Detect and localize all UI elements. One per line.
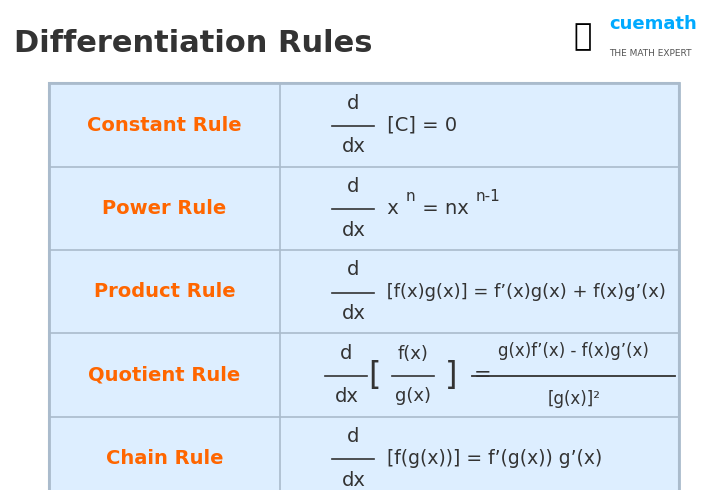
Text: d: d <box>347 260 360 280</box>
Text: cuemath: cuemath <box>609 15 697 33</box>
Text: d: d <box>340 344 352 363</box>
Text: dx: dx <box>341 471 365 490</box>
Text: [: [ <box>368 360 381 391</box>
Text: g(x)f’(x) - f(x)g’(x): g(x)f’(x) - f(x)g’(x) <box>499 342 649 360</box>
Text: d: d <box>347 427 360 446</box>
Text: f(x): f(x) <box>397 345 428 363</box>
Text: dx: dx <box>341 304 365 323</box>
Text: g(x): g(x) <box>395 387 431 405</box>
Text: Product Rule: Product Rule <box>94 282 235 301</box>
Text: = nx: = nx <box>416 199 469 218</box>
Text: Power Rule: Power Rule <box>103 199 226 218</box>
Text: d: d <box>347 94 360 113</box>
Text: [f(x)g(x)] = f’(x)g(x) + f(x)g’(x): [f(x)g(x)] = f’(x)g(x) + f(x)g’(x) <box>381 283 666 301</box>
Text: [g(x)]²: [g(x)]² <box>547 390 601 408</box>
Text: ]: ] <box>445 360 458 391</box>
Text: dx: dx <box>341 137 365 156</box>
Text: dx: dx <box>341 221 365 240</box>
Text: 🚀: 🚀 <box>574 22 592 51</box>
Text: Chain Rule: Chain Rule <box>106 449 223 468</box>
FancyBboxPatch shape <box>49 83 678 494</box>
Text: THE MATH EXPERT: THE MATH EXPERT <box>609 49 692 58</box>
Text: x: x <box>381 199 399 218</box>
Text: Quotient Rule: Quotient Rule <box>88 366 240 384</box>
Text: [C] = 0: [C] = 0 <box>381 116 457 134</box>
Text: =: = <box>474 365 491 385</box>
Text: d: d <box>347 177 360 196</box>
Text: n: n <box>406 189 416 204</box>
Text: n-1: n-1 <box>476 189 501 204</box>
Text: Constant Rule: Constant Rule <box>87 116 242 134</box>
Text: [f(g(x))] = f’(g(x)) g’(x): [f(g(x))] = f’(g(x)) g’(x) <box>381 449 603 468</box>
Text: dx: dx <box>334 387 358 406</box>
Text: Differentiation Rules: Differentiation Rules <box>14 30 373 58</box>
